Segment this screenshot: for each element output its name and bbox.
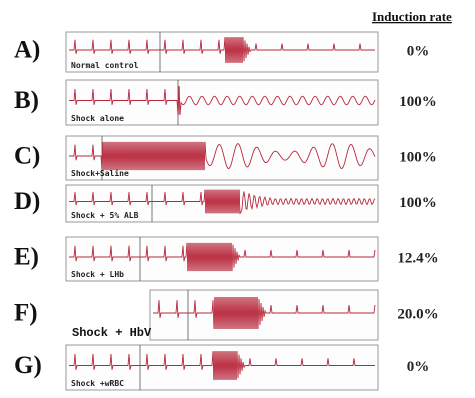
induction-rate: 12.4% bbox=[397, 250, 438, 266]
burst bbox=[187, 243, 232, 271]
burst bbox=[213, 351, 237, 380]
panel-label: A) bbox=[14, 37, 40, 64]
burst bbox=[205, 190, 240, 214]
panel-caption: Shock + 5% ALB bbox=[71, 211, 139, 220]
panel-caption: Normal control bbox=[71, 61, 139, 70]
burst bbox=[102, 142, 205, 170]
panel-label: E) bbox=[14, 244, 39, 271]
panel-label: C) bbox=[14, 143, 40, 170]
induction-rate: 0% bbox=[407, 43, 430, 59]
induction-rate: 0% bbox=[407, 359, 430, 375]
induction-rate: 100% bbox=[399, 149, 437, 165]
panel-caption: Shock+Saline bbox=[71, 168, 129, 178]
panel-label: D) bbox=[14, 188, 40, 215]
burst bbox=[178, 86, 180, 115]
panel-caption: Shock + HbV bbox=[72, 326, 152, 340]
burst bbox=[225, 37, 243, 63]
induction-rate: 100% bbox=[399, 94, 437, 110]
panel-label: G) bbox=[14, 352, 42, 379]
induction-rate: 20.0% bbox=[397, 306, 438, 322]
panel-label: F) bbox=[14, 300, 38, 327]
burst bbox=[214, 297, 258, 329]
panel-caption: Shock + LHb bbox=[71, 270, 124, 279]
figure: Induction rate A) Normal control 0% B) Shock… bbox=[0, 0, 475, 398]
panel-label: B) bbox=[14, 87, 39, 114]
panel-caption: Shock +wRBC bbox=[71, 379, 124, 388]
column-header: Induction rate bbox=[372, 9, 452, 24]
panel-caption: Shock alone bbox=[71, 114, 124, 123]
induction-rate: 100% bbox=[399, 195, 437, 211]
